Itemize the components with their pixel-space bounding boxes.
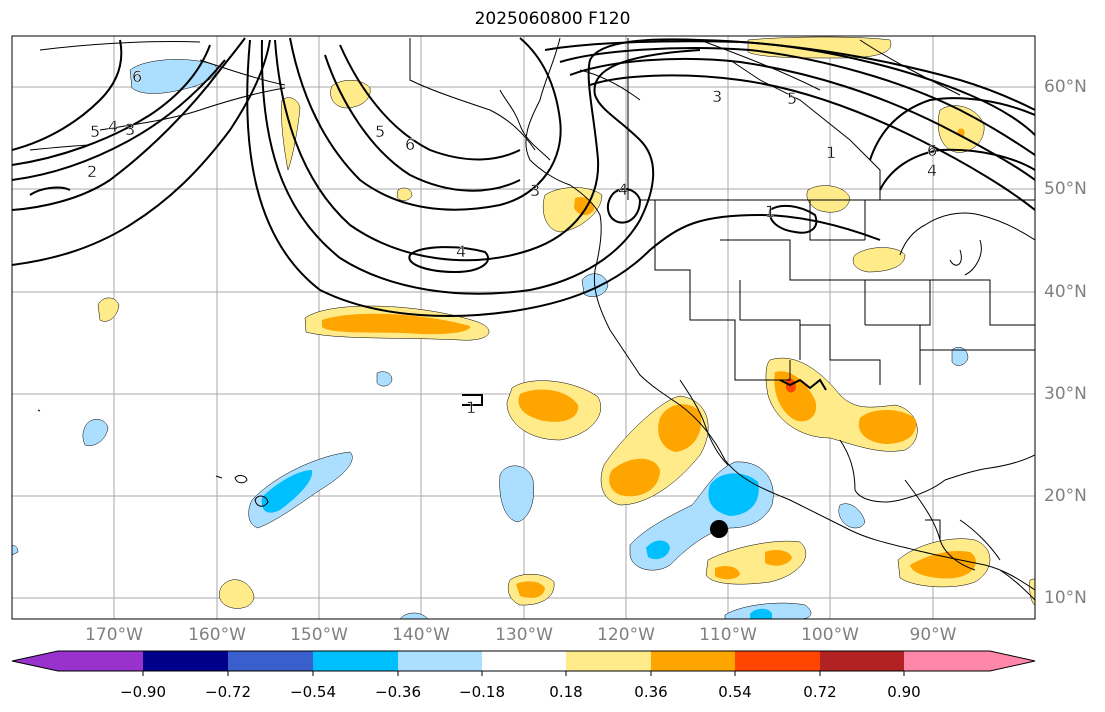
positive-anomaly-region bbox=[765, 550, 792, 566]
lon-label: 130°W bbox=[495, 625, 553, 645]
contour-label: 4 bbox=[108, 117, 118, 136]
positive-anomaly-region bbox=[516, 581, 545, 598]
positive-anomaly-region bbox=[322, 313, 471, 335]
colorbar bbox=[11, 650, 1036, 676]
lon-label: 160°W bbox=[188, 625, 246, 645]
contour-label: 4 bbox=[618, 180, 628, 199]
colorbar-tick-label: 0.36 bbox=[634, 683, 668, 701]
colorbar-tick-label: −0.72 bbox=[205, 683, 251, 701]
negative-anomaly-region bbox=[129, 59, 217, 94]
negative-anomaly-region bbox=[82, 419, 109, 446]
positive-anomaly-region bbox=[658, 404, 702, 452]
colorbar-segment bbox=[228, 651, 313, 671]
location-marker bbox=[710, 520, 728, 538]
colorbar-segment bbox=[651, 651, 735, 671]
positive-anomaly-region bbox=[852, 247, 906, 273]
colorbar-segment bbox=[398, 651, 482, 671]
colorbar-tick-label: −0.18 bbox=[459, 683, 505, 701]
colorbar-segment bbox=[313, 651, 398, 671]
contour-label: 3 bbox=[712, 87, 722, 106]
lat-label: 30°N bbox=[1044, 384, 1087, 404]
colorbar-outline bbox=[11, 650, 1036, 672]
contour-labels: 6 5 4 3 2 5 6 3 4 4 1 3 5 6 4 1 1 bbox=[87, 67, 938, 417]
lat-label: 60°N bbox=[1044, 77, 1087, 97]
contour-label: 3 bbox=[530, 181, 540, 200]
contour-label: 1 bbox=[466, 398, 476, 417]
negative-anomaly-region bbox=[499, 465, 534, 523]
lat-label: 40°N bbox=[1044, 282, 1087, 302]
contour-label: 6 bbox=[927, 141, 937, 160]
positive-anomaly-region bbox=[747, 36, 892, 59]
positive-anomaly-region bbox=[609, 458, 660, 497]
colorbar-extend-high bbox=[990, 651, 1035, 671]
contour-label: 3 bbox=[125, 120, 135, 139]
colorbar-tick-label: 0.72 bbox=[803, 683, 837, 701]
negative-anomaly-region bbox=[708, 473, 759, 516]
negative-anomaly-region bbox=[646, 540, 670, 560]
colorbar-tick-label: 0.90 bbox=[887, 683, 921, 701]
map-title: 2025060800 F120 bbox=[474, 9, 631, 29]
positive-anomaly-region bbox=[219, 579, 255, 609]
contour-label: 1 bbox=[765, 202, 775, 221]
colorbar-segment bbox=[143, 651, 228, 671]
contour-label: 1 bbox=[826, 143, 836, 162]
positive-anomaly-region bbox=[396, 187, 413, 201]
lat-label: 10°N bbox=[1044, 588, 1087, 608]
lon-label: 100°W bbox=[801, 625, 859, 645]
contour-label: 2 bbox=[87, 162, 97, 181]
negative-anomaly-region bbox=[951, 347, 969, 366]
colorbar-tick-label: 0.18 bbox=[549, 683, 583, 701]
positive-anomaly-region bbox=[910, 550, 976, 579]
lat-label: 50°N bbox=[1044, 179, 1087, 199]
colorbar-segment bbox=[58, 651, 143, 671]
contour-label: 4 bbox=[927, 161, 937, 180]
negative-anomaly-region bbox=[12, 545, 19, 556]
colorbar-tick-label: 0.54 bbox=[718, 683, 752, 701]
colorbar-tick-label: −0.54 bbox=[290, 683, 336, 701]
contour-label: 5 bbox=[90, 122, 100, 141]
positive-anomaly-region bbox=[715, 566, 740, 580]
contour-label: 5 bbox=[375, 122, 385, 141]
colorbar-segment bbox=[482, 651, 566, 671]
colorbar-segment bbox=[904, 651, 990, 671]
contour-label: 5 bbox=[787, 89, 797, 108]
lon-label: 150°W bbox=[290, 625, 348, 645]
colorbar-segment bbox=[735, 651, 820, 671]
contour-lines bbox=[12, 37, 1035, 406]
shaded-anomaly-fields bbox=[12, 36, 1035, 619]
positive-anomaly-region bbox=[281, 97, 301, 171]
positive-anomaly-region bbox=[518, 389, 579, 422]
negative-anomaly-region bbox=[376, 371, 393, 387]
colorbar-tick-label: −0.36 bbox=[375, 683, 421, 701]
lon-label: 90°W bbox=[909, 625, 957, 645]
positive-anomaly-region bbox=[858, 409, 917, 444]
lon-label: 110°W bbox=[699, 625, 757, 645]
colorbar-tick-label: −0.90 bbox=[120, 683, 166, 701]
lat-label: 20°N bbox=[1044, 486, 1087, 506]
positive-anomaly-region bbox=[330, 80, 371, 109]
positive-anomaly-region bbox=[97, 297, 120, 322]
positive-anomaly-region bbox=[774, 371, 817, 422]
lon-label: 170°W bbox=[85, 625, 143, 645]
contour-label: 6 bbox=[405, 135, 415, 154]
lon-label: 140°W bbox=[392, 625, 450, 645]
negative-anomaly-region bbox=[261, 470, 313, 513]
negative-anomaly-region bbox=[838, 503, 866, 529]
contour-label: 6 bbox=[132, 67, 142, 86]
lon-label: 120°W bbox=[597, 625, 655, 645]
colorbar-extend-low bbox=[12, 651, 58, 671]
colorbar-segment bbox=[566, 651, 651, 671]
contour-label: 4 bbox=[456, 242, 466, 261]
negative-anomaly-region bbox=[750, 608, 772, 619]
colorbar-segment bbox=[820, 651, 904, 671]
